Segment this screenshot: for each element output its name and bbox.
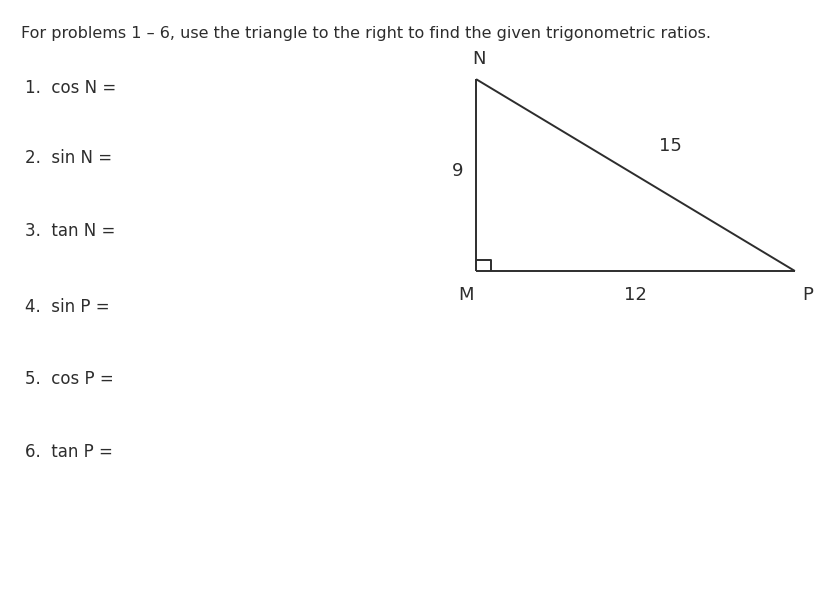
Text: 4.  sin P =: 4. sin P = [25, 298, 109, 317]
Text: 9: 9 [452, 162, 463, 180]
Text: N: N [471, 50, 485, 68]
Text: 6.  tan P =: 6. tan P = [25, 443, 112, 461]
Text: For problems 1 – 6, use the triangle to the right to find the given trigonometri: For problems 1 – 6, use the triangle to … [21, 26, 710, 41]
Text: 3.  tan N =: 3. tan N = [25, 222, 115, 241]
Text: 12: 12 [624, 286, 646, 304]
Text: 15: 15 [658, 137, 681, 155]
Text: 2.  sin N =: 2. sin N = [25, 149, 112, 167]
Text: 1.  cos N =: 1. cos N = [25, 79, 116, 97]
Text: M: M [458, 286, 473, 304]
Text: P: P [801, 286, 813, 304]
Text: 5.  cos P =: 5. cos P = [25, 370, 113, 388]
